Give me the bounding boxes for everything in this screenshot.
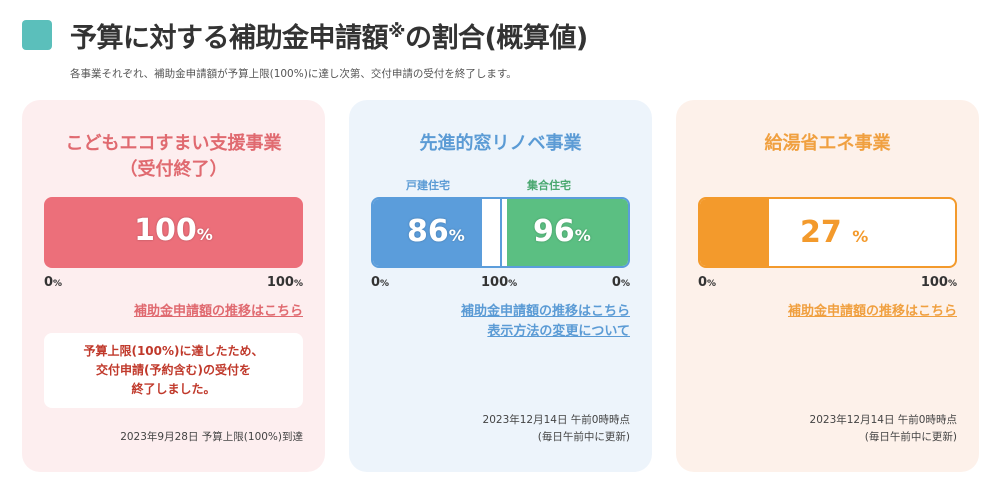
axis-mid: 100% (481, 275, 518, 290)
progress-fill (700, 199, 769, 266)
footnote: 2023年9月28日 予算上限(100%)到達 (120, 431, 303, 443)
percent-label: 100% (134, 213, 213, 248)
axis-left: 0% (371, 275, 390, 290)
card-kyuto-shoene: 給湯省エネ事業 27 % 0% 100% 補助金申請額の推移はこちら 2023年… (676, 100, 979, 472)
footnote: 2023年12月14日 午前0時時点 (毎日午前中に更新) (482, 414, 630, 443)
footnote: 2023年12月14日 午前0時時点 (毎日午前中に更新) (809, 414, 957, 443)
axis-min: 0% (44, 275, 63, 290)
apartment-label: 集合住宅 (527, 179, 571, 192)
progress-bar: 27 % (698, 197, 957, 268)
page-title: 予算に対する補助金申請額※の割合(概算値) (70, 21, 588, 54)
header-square-icon (22, 20, 52, 50)
apartment-fill (507, 199, 628, 266)
axis-min: 0% (698, 275, 717, 290)
card-kodomo-eco: こどもエコすまい支援事業 （受付終了） 100% 0% 100% 補助金申請額の推… (22, 100, 325, 472)
card-title: 給湯省エネ事業 (764, 133, 891, 154)
apartment-percent: 96% (533, 214, 591, 249)
card-mado-renovation: 先進的窓リノベ事業 戸建住宅 集合住宅 86% 96% 0% 100% 0% 補… (349, 100, 652, 472)
detached-fill (373, 199, 483, 266)
progress-bar: 100% (44, 197, 303, 268)
history-link[interactable]: 補助金申請額の推移はこちら (460, 304, 630, 319)
axis-max: 100% (266, 275, 303, 290)
closed-notice: 予算上限(100%)に達したため、 交付申請(予約含む)の受付を 終了しました。 (44, 333, 303, 408)
history-link[interactable]: 補助金申請額の推移はこちら (787, 304, 957, 319)
display-method-link[interactable]: 表示方法の変更について (487, 324, 630, 339)
axis-right: 0% (611, 275, 630, 290)
history-link[interactable]: 補助金申請額の推移はこちら (133, 304, 303, 319)
dual-progress-bar: 86% 96% (371, 197, 630, 268)
percent-label: 27 % (800, 215, 869, 250)
card-title: 先進的窓リノベ事業 (419, 133, 582, 154)
detached-percent: 86% (407, 214, 465, 249)
card-title: こどもエコすまい支援事業 （受付終了） (65, 133, 282, 180)
axis-max: 100% (920, 275, 957, 290)
page-subtitle: 各事業それぞれ、補助金申請額が予算上限(100%)に達し次第、交付申請の受付を終… (70, 68, 517, 80)
center-divider (500, 199, 502, 266)
detached-house-label: 戸建住宅 (406, 179, 450, 192)
